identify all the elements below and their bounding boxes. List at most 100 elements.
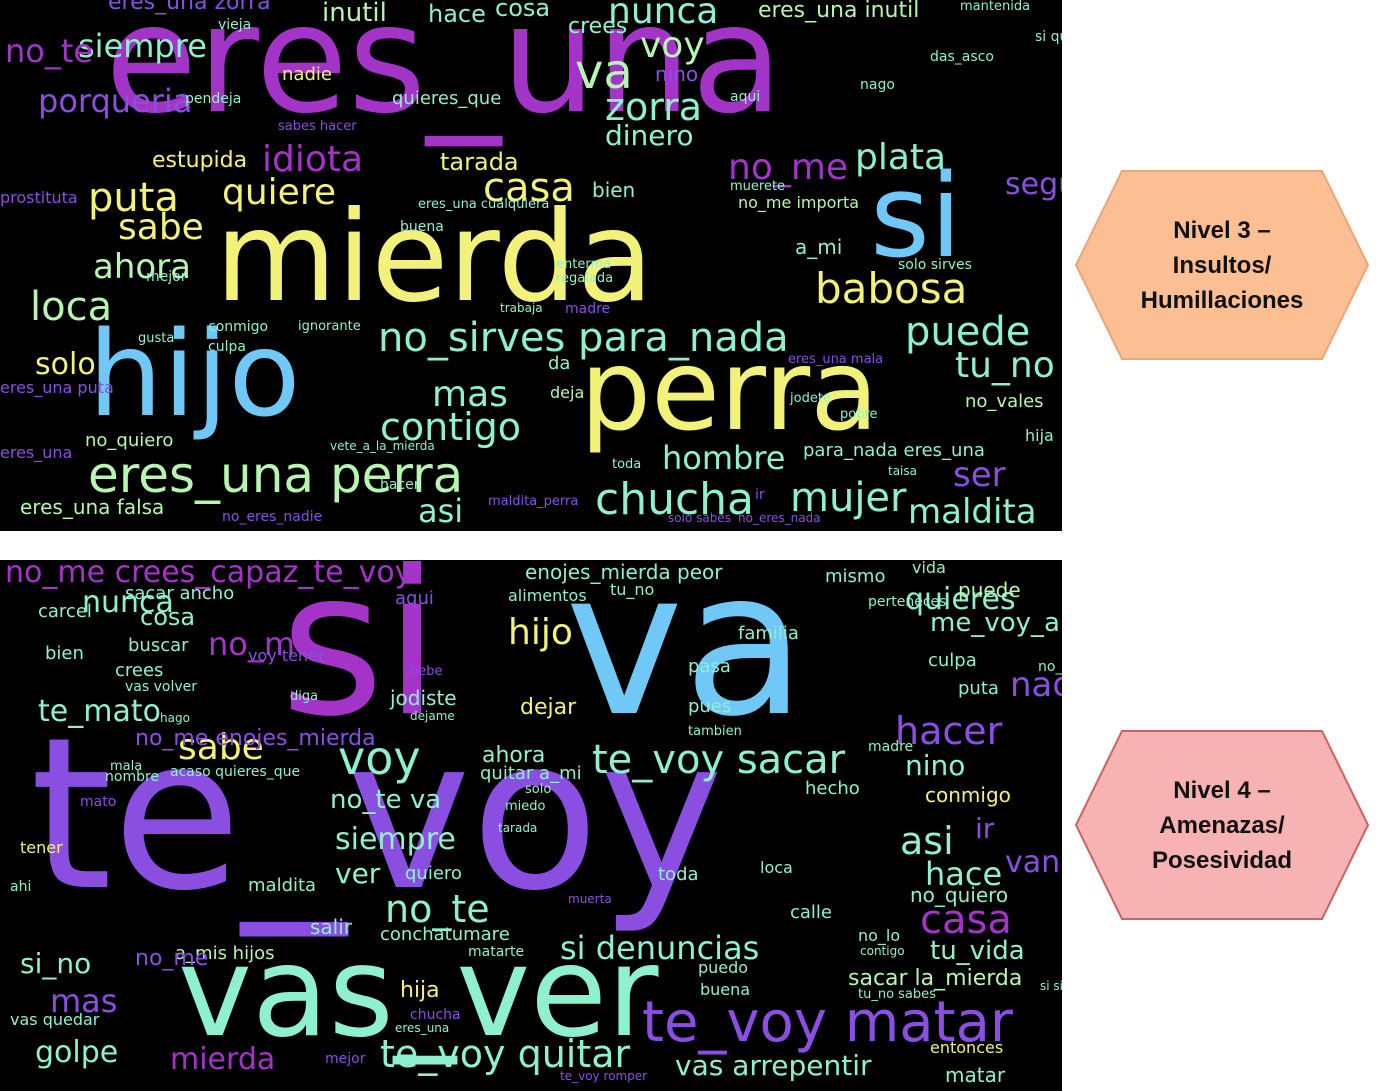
hexagon-shape (1074, 730, 1370, 920)
cloud-word: puede (905, 309, 1031, 355)
cloud-word: no_vales (965, 391, 1044, 412)
cloud-word: bien (45, 643, 84, 664)
cloud-word: tu_no (955, 345, 1055, 386)
cloud-word: te_voy sacar (592, 737, 846, 783)
cloud-word: hacer (895, 709, 1003, 753)
cloud-word: sabes hacer (278, 119, 357, 134)
cloud-word: siempre (78, 27, 207, 65)
cloud-word: nunca (82, 585, 174, 620)
cloud-word: trabaja (500, 301, 543, 315)
cloud-word: no_me (135, 946, 209, 971)
cloud-word: madre (565, 301, 611, 317)
cloud-word: no_te permito (1038, 659, 1062, 675)
cloud-word: mas (50, 982, 118, 1020)
cloud-word: jodete (790, 391, 831, 406)
cloud-word: golpe (35, 1035, 119, 1070)
cloud-word: miedo (505, 799, 546, 814)
cloud-word: te_mato (38, 694, 161, 729)
cloud-word: te_voy matar (642, 990, 1013, 1055)
cloud-word: culpa (208, 339, 246, 355)
cloud-word: crees (568, 14, 628, 39)
cloud-word: quieres (905, 582, 1016, 617)
cloud-word: inutil (322, 0, 387, 28)
cloud-word: tambien (688, 724, 742, 739)
cloud-word: buena (400, 219, 444, 235)
cloud-word: tener (20, 838, 63, 857)
cloud-word: puta (88, 175, 179, 221)
cloud-word: loca (30, 284, 113, 330)
cloud-word: a_mi (795, 235, 843, 259)
cloud-word: hace (925, 855, 1003, 893)
level-3-hexagon-label: Nivel 3 – Insultos/ Humillaciones (1074, 169, 1370, 361)
cloud-word: aqui (395, 588, 434, 609)
cloud-word: solo sabes (668, 511, 731, 525)
cloud-word: solo sirves (898, 257, 972, 273)
cloud-word: mas (432, 374, 508, 415)
level-4-title: Nivel 4 – (1173, 776, 1271, 804)
cloud-word: no_quiero (85, 430, 174, 451)
cloud-word: da (548, 353, 571, 374)
cloud-word: hija (400, 978, 440, 1003)
cloud-word: no_eres_nada (738, 511, 821, 525)
cloud-word: solo (35, 347, 96, 382)
level-3-title: Nivel 3 – (1173, 216, 1271, 244)
cloud-word: crees (115, 660, 164, 681)
cloud-word: enojes_mierda peor (525, 560, 723, 584)
cloud-word: conchatumare (380, 924, 510, 945)
cloud-word: enterma (556, 257, 612, 272)
cloud-word: no_me crees_capaz_te_voy (5, 560, 413, 590)
cloud-word: mato (80, 794, 117, 810)
cloud-word: conmigo (925, 783, 1011, 807)
cloud-word: maldita (908, 492, 1037, 531)
cloud-word: chucha (595, 474, 755, 525)
cloud-word: hecho (805, 778, 860, 799)
level-4-category-line2: Posesividad (1151, 846, 1293, 874)
cloud-word: maldita_perra (488, 494, 579, 509)
hexagon-shape (1074, 170, 1370, 360)
cloud-word: diga (290, 689, 319, 704)
cloud-word: familia (738, 623, 799, 644)
cloud-word: dinero (605, 119, 694, 152)
cloud-word: ir (755, 487, 765, 503)
cloud-word: salir (310, 915, 353, 939)
cloud-word: pasa (688, 656, 731, 677)
cloud-word: maldita (248, 875, 317, 896)
cloud-word: gusta (138, 331, 175, 346)
cloud-word: loca (760, 858, 793, 877)
cloud-word: pobre (840, 407, 878, 422)
cloud-word: bebe (410, 664, 443, 679)
level-3-category-line1: Insultos/ (1172, 251, 1272, 279)
cloud-word: nadie (282, 64, 332, 85)
cloud-word: no_me importa (738, 193, 860, 212)
cloud-word: va (565, 560, 806, 761)
cloud-word: hijo (88, 305, 301, 443)
cloud-word: voy (640, 25, 705, 66)
cloud-word: idiota (262, 139, 364, 180)
cloud-word: eres_una (0, 443, 73, 462)
cloud-word: mujer (790, 475, 907, 521)
cloud-word: eres_una inutil (758, 0, 920, 23)
cloud-word: contigo (860, 944, 905, 958)
cloud-word: perra (580, 326, 879, 456)
cloud-word: si quieres (1035, 29, 1062, 45)
cloud-word: quieres_que (392, 88, 502, 109)
cloud-word: nino (655, 62, 699, 86)
cloud-word: ahi (10, 879, 32, 895)
cloud-word: pendeja (185, 91, 242, 107)
cloud-word: muerete (730, 179, 786, 194)
cloud-word: mejor (146, 269, 187, 285)
cloud-word: hija (1025, 426, 1054, 445)
cloud-word: deja (550, 383, 585, 402)
cloud-word: chucha (410, 1007, 461, 1023)
cloud-word: alimentos (508, 586, 587, 605)
cloud-word: si_no (20, 947, 92, 980)
cloud-word: ahora (482, 743, 546, 768)
cloud-word: contigo (380, 405, 522, 449)
cloud-word: zorra (605, 85, 703, 129)
cloud-word: hace (428, 0, 486, 28)
cloud-word: puedo (698, 958, 749, 977)
cloud-word: toda (658, 864, 699, 885)
cloud-word: casa (920, 897, 1012, 943)
cloud-word: pues (688, 696, 732, 717)
cloud-word: mejor (325, 1051, 366, 1067)
